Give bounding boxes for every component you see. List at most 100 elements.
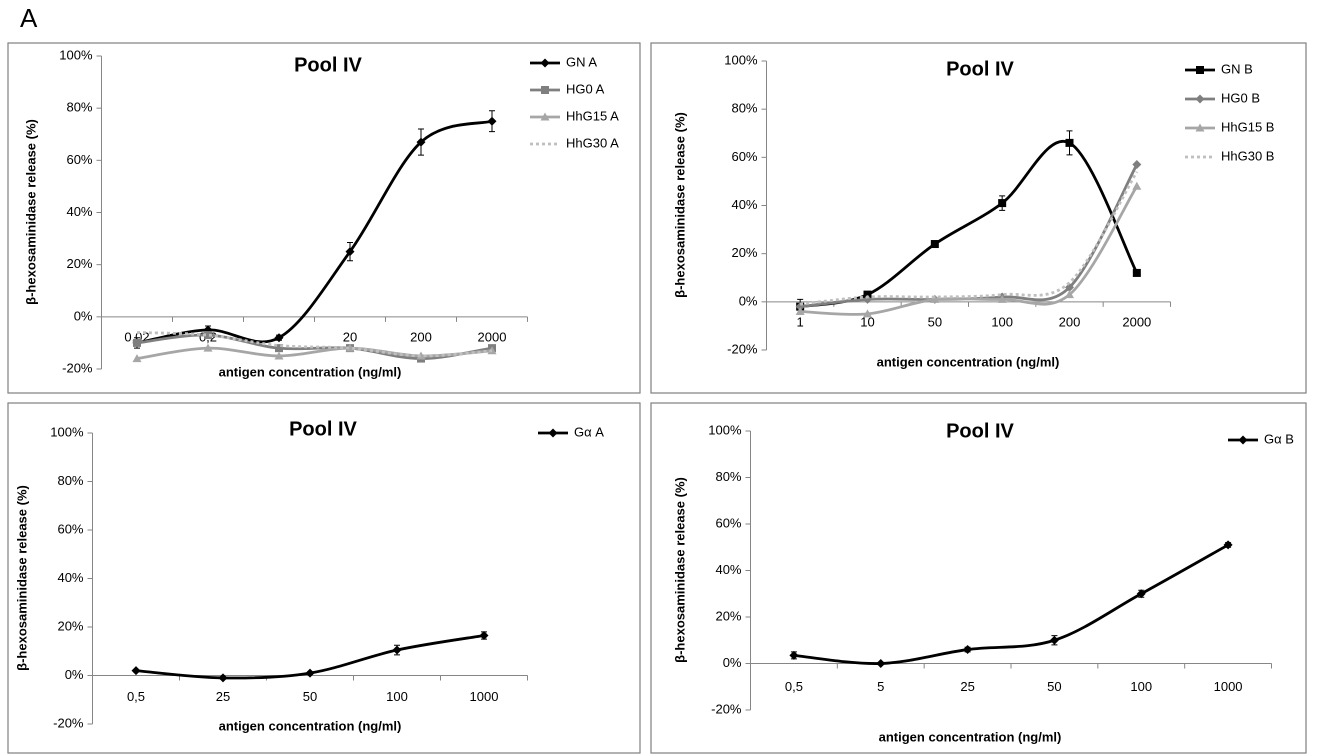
series-line	[793, 543, 1229, 665]
chart-title: Pool IV	[946, 58, 1014, 80]
data-point	[1136, 589, 1146, 599]
series-line	[800, 185, 1139, 316]
y-tick-label: 80%	[66, 100, 92, 115]
data-point	[131, 666, 141, 676]
data-point	[1049, 635, 1059, 645]
x-tick-label: 100	[386, 689, 408, 704]
data-point	[132, 354, 142, 363]
y-tick-label: 80%	[715, 469, 741, 484]
x-tick-label: 20	[343, 329, 357, 344]
y-axis-label: β-hexosaminidase release (%)	[672, 112, 687, 298]
y-tick-label: 60%	[66, 152, 92, 167]
x-tick-label: 50	[1047, 679, 1061, 694]
legend-label: GN A	[566, 54, 597, 69]
legend-label: Gα B	[1264, 431, 1294, 446]
x-tick-label: 2000	[478, 329, 507, 344]
legend-marker	[1238, 435, 1248, 445]
panel-label: A	[20, 3, 38, 33]
y-tick-label: -20%	[727, 341, 758, 356]
legend-marker	[1196, 66, 1204, 74]
y-axis-label: β-hexosaminidase release (%)	[672, 477, 687, 663]
x-axis-label: antigen concentration (ng/ml)	[879, 729, 1062, 744]
legend-marker	[540, 58, 550, 68]
data-point	[876, 659, 886, 668]
data-point	[1135, 170, 1138, 173]
x-tick-label: 5	[877, 679, 884, 694]
data-point	[1132, 181, 1142, 190]
x-tick-label: 100	[1130, 679, 1152, 694]
chart-panel: Pool IV antigen concentration (ng/ml) β-he…	[650, 402, 1307, 754]
y-tick-label: 100%	[708, 422, 742, 437]
data-point	[487, 116, 497, 126]
data-point	[491, 349, 494, 352]
x-tick-label: 25	[960, 679, 974, 694]
chart-title: Pool IV	[294, 54, 362, 76]
x-tick-label: 10	[860, 314, 874, 329]
data-point	[487, 346, 497, 355]
y-tick-label: -20%	[53, 715, 84, 730]
series-line	[136, 346, 493, 360]
x-tick-label: 0,5	[785, 679, 803, 694]
data-point	[133, 338, 141, 347]
y-tick-label: -20%	[711, 701, 742, 716]
legend-label: GN B	[1221, 61, 1253, 76]
data-point	[998, 199, 1007, 208]
data-point	[420, 354, 423, 357]
legend-label: HhG30 B	[1221, 148, 1274, 163]
legend-label: HhG15 B	[1221, 119, 1274, 134]
chart-panel: Pool IV antigen concentration (ng/ml) β-he…	[7, 402, 641, 754]
x-tick-label: 50	[303, 689, 317, 704]
legend-marker	[540, 112, 550, 121]
y-tick-label: 40%	[57, 570, 83, 585]
legend-marker	[1195, 94, 1205, 104]
data-point	[866, 296, 869, 299]
legend-label: Gα A	[574, 424, 604, 439]
legend-marker	[1195, 123, 1205, 132]
data-point	[863, 294, 872, 304]
data-point	[1132, 268, 1141, 277]
y-axis-label: β-hexosaminidase release (%)	[23, 119, 38, 305]
panel-frame	[7, 402, 641, 754]
y-tick-label: 20%	[66, 256, 92, 271]
data-point	[1065, 138, 1074, 147]
data-point	[416, 137, 426, 147]
y-tick-label: 0%	[74, 308, 93, 323]
data-point	[1132, 160, 1142, 170]
panel-frame	[650, 402, 1307, 754]
chart-title: Pool IV	[289, 418, 357, 440]
chart-panel: Pool IV antigen concentration (ng/ml) β-he…	[7, 42, 641, 394]
legend-marker	[541, 86, 549, 94]
y-tick-label: 60%	[731, 149, 757, 164]
series-line	[800, 163, 1139, 309]
data-point	[136, 331, 139, 334]
x-axis-label: antigen concentration (ng/ml)	[219, 718, 402, 733]
data-point	[1223, 540, 1233, 550]
panel-frame	[7, 42, 641, 394]
data-point	[789, 650, 799, 660]
data-point	[204, 331, 212, 340]
series-line	[136, 119, 493, 345]
data-point	[963, 645, 973, 655]
data-point	[345, 247, 355, 257]
data-point	[274, 333, 284, 343]
x-tick-label: 1	[797, 314, 804, 329]
data-point	[997, 294, 1007, 303]
data-point	[930, 294, 940, 303]
legend-label: HG0 A	[566, 81, 605, 96]
x-tick-label: 0,5	[127, 689, 145, 704]
data-point	[218, 673, 228, 683]
series-line	[136, 333, 493, 360]
x-axis-label: antigen concentration (ng/ml)	[219, 364, 402, 379]
data-point	[1065, 290, 1074, 299]
data-point	[275, 344, 283, 353]
legend-label: HhG15 A	[566, 108, 619, 123]
legend-marker	[548, 428, 558, 438]
y-axis-label: β-hexosaminidase release (%)	[14, 485, 29, 671]
y-tick-label: -20%	[62, 360, 93, 375]
series-line	[799, 139, 1139, 309]
x-axis-label: antigen concentration (ng/ml)	[877, 354, 1060, 369]
panel-frame	[650, 42, 1307, 394]
legend-label: HhG30 A	[566, 135, 619, 150]
x-tick-label: 1000	[1214, 679, 1243, 694]
